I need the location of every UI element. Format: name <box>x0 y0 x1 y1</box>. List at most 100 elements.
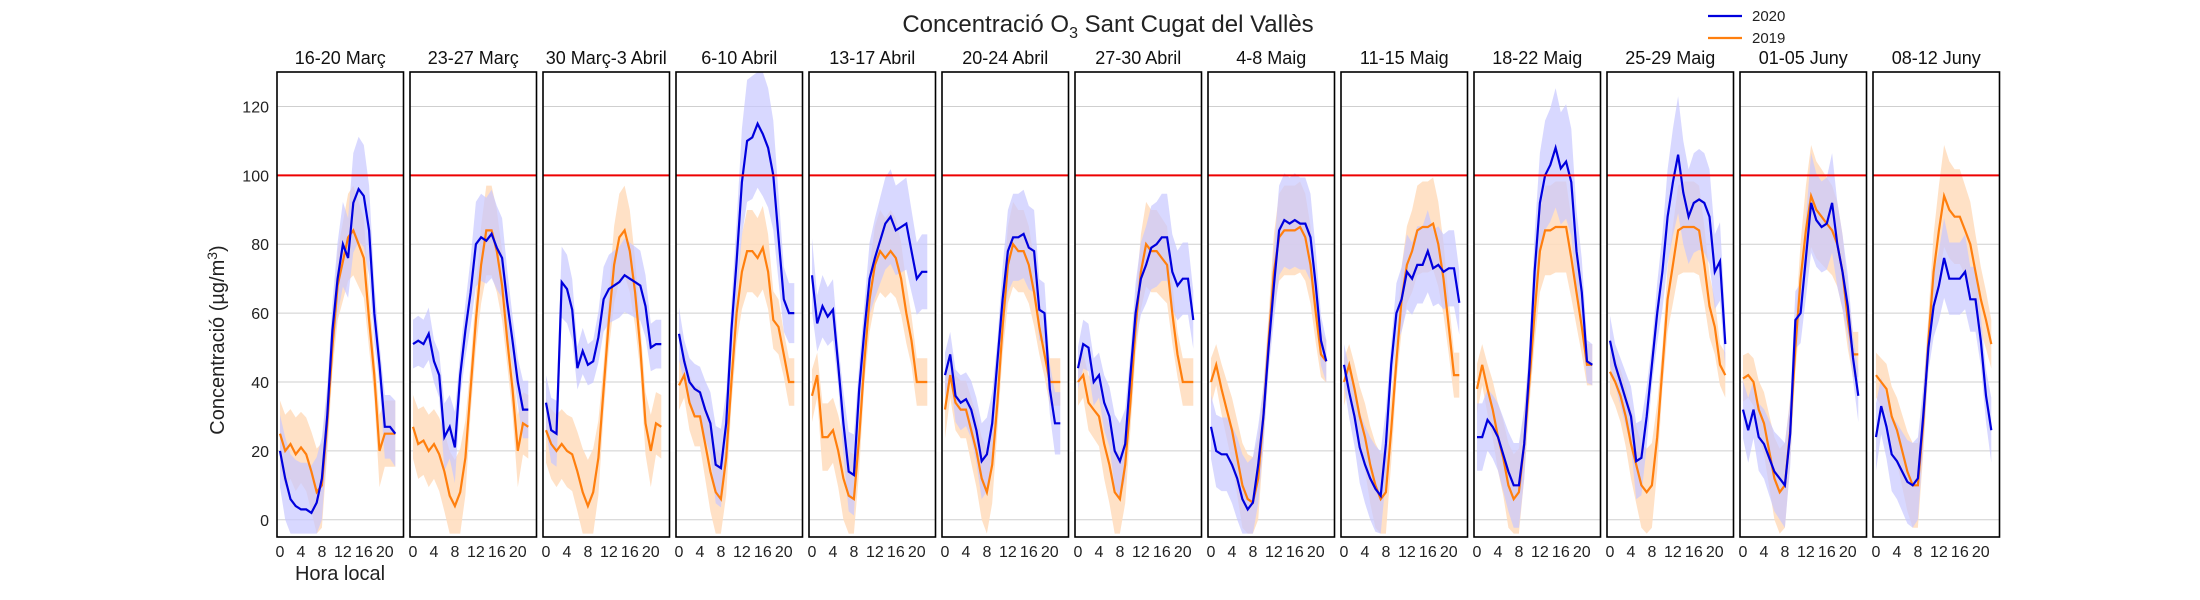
x-tick-label: 0 <box>1739 544 1748 561</box>
x-tick-label: 20 <box>376 544 394 561</box>
series-line-2020 <box>1874 257 1993 487</box>
y-axis-label: Concentració (µg/m3) <box>204 245 229 434</box>
panel-title: 18-22 Maig <box>1492 48 1582 68</box>
panel-title: 6-10 Abril <box>701 48 777 68</box>
x-tick-label: 8 <box>982 544 991 561</box>
x-tick-label: 4 <box>430 544 439 561</box>
series-band-2020 <box>546 238 662 467</box>
x-tick-label: 12 <box>334 544 352 561</box>
series-line-2019 <box>1609 225 1727 495</box>
panel-title: 4-8 Maig <box>1236 48 1306 68</box>
panel: 16-20 Març 0 4 8 12 16 20 <box>276 48 405 561</box>
x-tick-label: 16 <box>621 544 639 561</box>
x-tick-label: 4 <box>1228 544 1237 561</box>
y-tick-label: 20 <box>251 444 269 461</box>
panel-frame <box>1473 71 1602 538</box>
panel-title: 23-27 Març <box>428 48 519 68</box>
series-line-2020 <box>1741 202 1860 489</box>
panel-title: 11-15 Maig <box>1360 48 1449 68</box>
x-tick-label: 16 <box>355 544 373 561</box>
x-tick-label: 4 <box>696 544 705 561</box>
x-tick-label: 4 <box>962 544 971 561</box>
series-band-2020 <box>1344 210 1460 534</box>
series-band-2020 <box>812 169 928 516</box>
panel-frame <box>941 71 1070 538</box>
x-tick-label: 8 <box>317 544 326 561</box>
panel: 08-12 Juny 0 4 8 12 16 20 <box>1872 48 2001 561</box>
x-tick-label: 4 <box>1760 544 1769 561</box>
x-tick-label: 0 <box>276 544 285 561</box>
x-tick-label: 0 <box>1074 544 1083 561</box>
series-line-2019 <box>411 229 529 509</box>
panel-title: 25-29 Maig <box>1625 48 1715 68</box>
series-line-2020 <box>943 232 1061 464</box>
x-tick-label: 12 <box>600 544 618 561</box>
series-band-2020 <box>1743 153 1859 528</box>
x-tick-label: 12 <box>866 544 884 561</box>
series-line-2020 <box>278 186 397 515</box>
x-tick-label: 4 <box>829 544 838 561</box>
x-tick-label: 16 <box>1552 544 1570 561</box>
panel-title: 08-12 Juny <box>1892 48 1981 68</box>
x-tick-label: 20 <box>775 544 793 561</box>
x-tick-label: 20 <box>1706 544 1724 561</box>
series-band-2019 <box>546 185 662 534</box>
panel-frame <box>1872 71 2001 538</box>
x-tick-label: 12 <box>1930 544 1948 561</box>
panel: 13-17 Abril 0 4 8 12 16 20 <box>808 48 937 561</box>
series-line-2019 <box>1077 241 1194 502</box>
x-tick-label: 4 <box>297 544 306 561</box>
y-tick-label: 100 <box>242 168 269 185</box>
panel-frame <box>1074 71 1203 538</box>
x-tick-label: 16 <box>1951 544 1969 561</box>
x-tick-label: 20 <box>1307 544 1325 561</box>
x-tick-label: 4 <box>1361 544 1370 561</box>
x-tick-label: 0 <box>409 544 418 561</box>
x-tick-label: 0 <box>1473 544 1482 561</box>
series-band-2019 <box>679 205 795 534</box>
x-tick-label: 20 <box>1573 544 1591 561</box>
panel-title: 01-05 Juny <box>1759 48 1848 68</box>
x-tick-label: 16 <box>1685 544 1703 561</box>
series-line-2020 <box>1076 236 1195 465</box>
panel: 11-15 Maig 0 4 8 12 16 20 <box>1340 48 1469 561</box>
x-tick-label: 16 <box>1818 544 1836 561</box>
panel-title: 30 Març-3 Abril <box>546 48 667 68</box>
series-line-2019 <box>943 241 1061 497</box>
x-tick-label: 4 <box>1893 544 1902 561</box>
panel-frame <box>276 71 405 538</box>
x-tick-label: 20 <box>1174 544 1192 561</box>
panel-title: 27-30 Abril <box>1095 48 1181 68</box>
panel-frame <box>675 71 804 538</box>
x-tick-label: 8 <box>1647 544 1656 561</box>
x-tick-label: 20 <box>642 544 660 561</box>
x-tick-label: 12 <box>999 544 1017 561</box>
x-tick-label: 8 <box>1248 544 1257 561</box>
x-tick-label: 0 <box>1872 544 1881 561</box>
x-tick-label: 8 <box>1115 544 1124 561</box>
x-tick-label: 20 <box>908 544 926 561</box>
series-line-2020 <box>677 120 795 470</box>
panel: 01-05 Juny 0 4 8 12 16 20 <box>1739 48 1868 561</box>
y-tick-label: 60 <box>251 306 269 323</box>
x-tick-label: 20 <box>1839 544 1857 561</box>
x-tick-label: 4 <box>1095 544 1104 561</box>
x-tick-label: 12 <box>1531 544 1549 561</box>
x-tick-label: 20 <box>1972 544 1990 561</box>
x-tick-label: 16 <box>1419 544 1437 561</box>
x-tick-label: 8 <box>1381 544 1390 561</box>
series-band-2020 <box>679 72 795 508</box>
series-band-2019 <box>280 185 396 534</box>
series-line-2020 <box>1608 154 1727 464</box>
x-tick-label: 0 <box>675 544 684 561</box>
x-tick-label: 12 <box>733 544 751 561</box>
series-line-2020 <box>1342 247 1461 499</box>
series-band-2020 <box>280 136 396 534</box>
x-tick-label: 12 <box>1265 544 1283 561</box>
x-tick-label: 4 <box>1627 544 1636 561</box>
x-axis-label: Hora local <box>295 563 385 585</box>
x-tick-label: 20 <box>509 544 527 561</box>
series-band-2019 <box>945 201 1061 534</box>
